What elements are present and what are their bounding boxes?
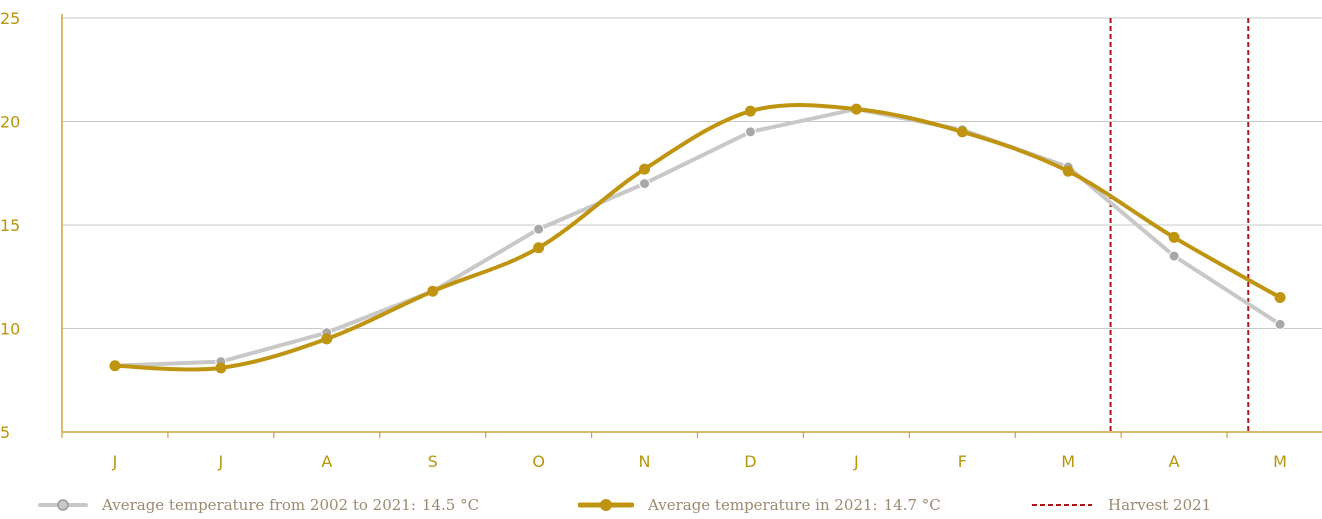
y-tick-label: 5	[0, 423, 10, 442]
data-point	[744, 126, 756, 138]
x-tick-label: A	[321, 452, 332, 471]
data-point	[956, 126, 968, 138]
legend-swatch-dashed	[1032, 504, 1092, 506]
legend-value: 14.7 °C	[883, 496, 941, 514]
series-line	[112, 107, 1283, 368]
legend-value: 14.5 °C	[421, 496, 480, 514]
data-point	[1062, 165, 1074, 177]
y-tick-label: 25	[0, 9, 20, 28]
x-tick-label: J	[853, 452, 859, 471]
grid-lines	[62, 17, 1322, 329]
data-point	[850, 103, 862, 115]
x-tick-label: O	[532, 452, 545, 471]
y-tick-label: 10	[0, 320, 20, 339]
legend-item-average-2002-2021: Average temperature from 2002 to 2021: 1…	[38, 494, 479, 516]
x-tick-label: M	[1061, 452, 1075, 471]
data-point	[1168, 250, 1180, 262]
data-point	[1274, 291, 1286, 303]
x-tick-label: J	[218, 452, 224, 471]
x-tick-label: J	[112, 452, 118, 471]
y-tick-label: 15	[0, 216, 20, 235]
axes	[61, 14, 1322, 438]
legend-label: Average temperature from 2002 to 2021:	[102, 496, 416, 514]
x-tick-label: D	[744, 452, 756, 471]
legend-item-harvest: Harvest 2021	[1030, 494, 1211, 516]
x-tick-label: M	[1273, 452, 1287, 471]
harvest-markers	[1109, 18, 1250, 432]
data-point	[639, 163, 651, 175]
x-tick-label: N	[639, 452, 651, 471]
legend-swatch-grey	[38, 499, 88, 511]
x-tick-label: F	[958, 452, 967, 471]
legend-swatch-gold	[578, 499, 634, 511]
x-tick-label: S	[428, 452, 438, 471]
y-tick-label: 20	[0, 113, 20, 132]
data-point	[639, 178, 651, 190]
data-point	[533, 223, 545, 235]
legend-item-average-2021: Average temperature in 2021: 14.7 °C	[578, 494, 941, 516]
y-tick-labels: 5 10 15 20 25	[0, 9, 20, 442]
data-point	[1274, 318, 1286, 330]
legend: Average temperature from 2002 to 2021: 1…	[0, 494, 1322, 516]
data-point	[533, 242, 545, 254]
legend-label: Average temperature in 2021:	[648, 496, 878, 514]
data-point	[1168, 231, 1180, 243]
data-point	[321, 333, 333, 345]
data-point	[744, 105, 756, 117]
series-lines	[109, 103, 1286, 374]
legend-label: Harvest 2021	[1108, 496, 1212, 514]
series-line	[112, 103, 1283, 372]
data-point	[109, 360, 121, 372]
data-point	[215, 362, 227, 374]
x-tick-label: A	[1169, 452, 1180, 471]
data-point	[427, 285, 439, 297]
